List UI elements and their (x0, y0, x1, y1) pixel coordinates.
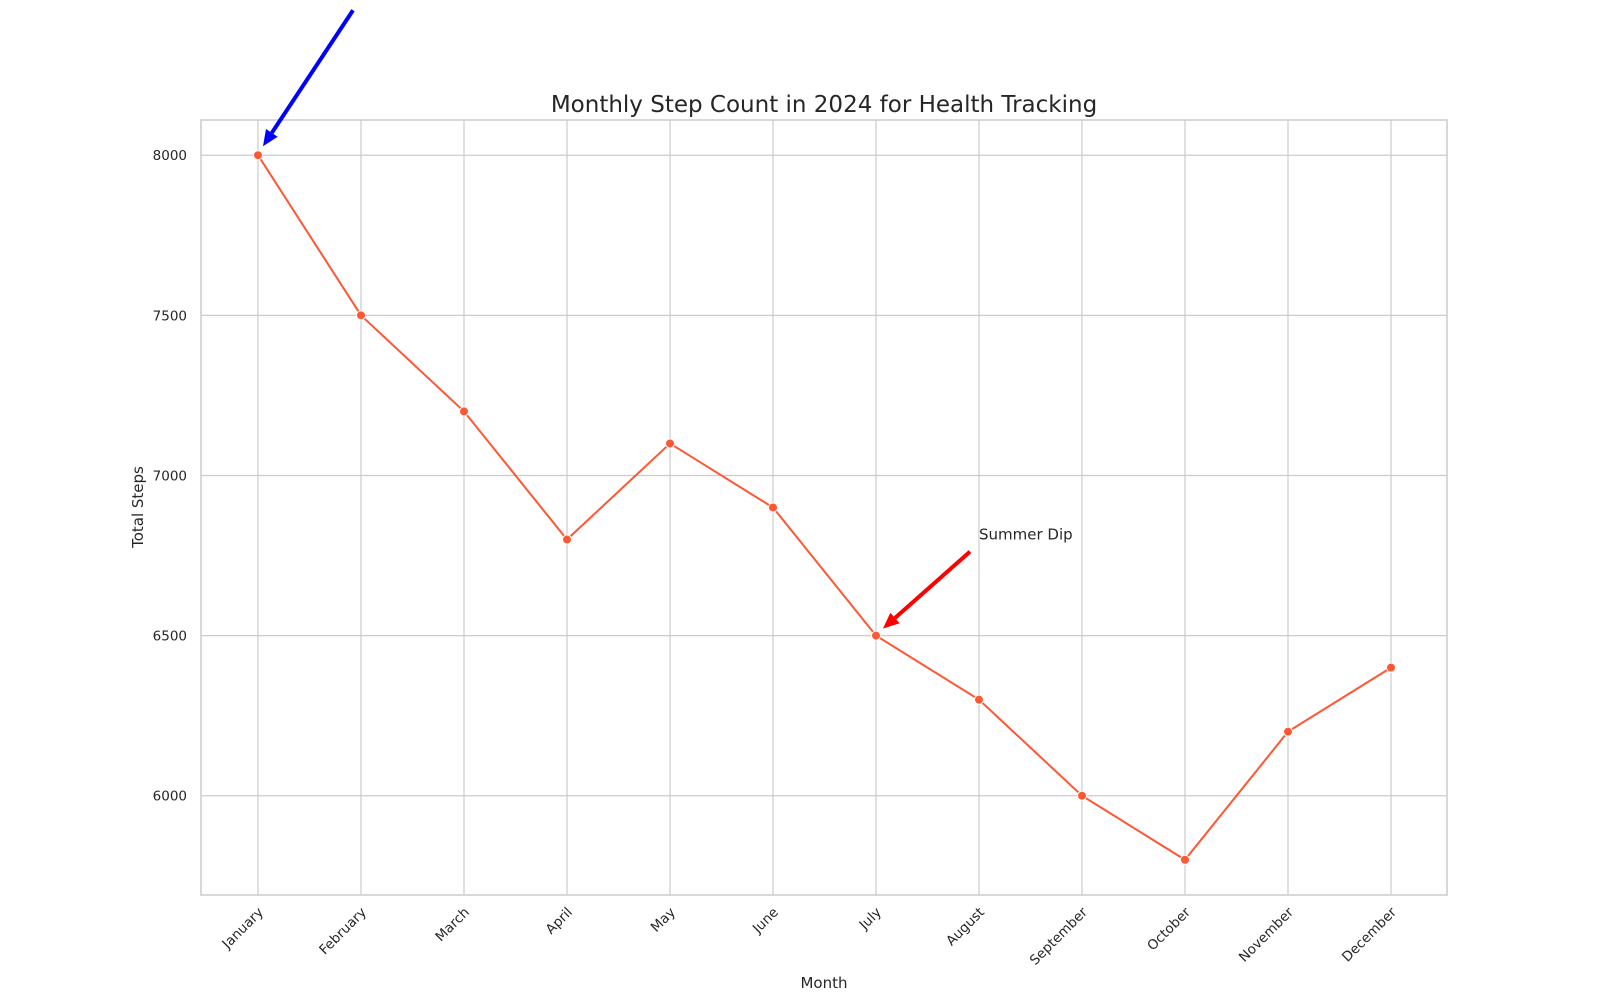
x-tick-label: September (1027, 904, 1091, 968)
x-tick-label: June (749, 905, 782, 938)
january-peak-arrow (263, 9, 355, 147)
data-point (562, 534, 572, 545)
january-peak-arrow-shaft (270, 9, 355, 134)
data-point (974, 694, 984, 705)
data-point (253, 150, 263, 161)
y-tick-label: 8000 (153, 148, 187, 164)
data-point (1283, 726, 1293, 737)
data-point (665, 438, 675, 449)
plot-frame (200, 119, 1448, 896)
data-point (768, 502, 778, 513)
y-tick-labels: 6000 6500 7000 7500 8000 (153, 148, 187, 804)
data-point (1180, 854, 1190, 865)
annotations: Summer Dip (263, 9, 1073, 629)
x-tick-label: January (219, 905, 267, 953)
y-tick-label: 6500 (153, 629, 187, 645)
y-tick-label: 6000 (153, 789, 187, 805)
chart-title: Monthly Step Count in 2024 for Health Tr… (551, 92, 1097, 118)
series-layer (253, 150, 1396, 865)
y-tick-label: 7000 (153, 468, 187, 484)
summer-dip-label: Summer Dip (979, 526, 1073, 544)
series-line (257, 154, 1392, 862)
data-point (1386, 662, 1396, 673)
x-tick-label: July (856, 905, 885, 934)
y-axis-label: Total Steps (129, 466, 147, 549)
x-tick-label: November (1236, 904, 1297, 965)
x-tick-labels: January February March April May June July Augu… (219, 904, 1401, 968)
data-point (459, 406, 469, 417)
x-tick-label: October (1144, 904, 1194, 954)
x-tick-label: February (316, 905, 370, 959)
summer-dip-arrow-head (883, 612, 900, 629)
y-tick-label: 7500 (153, 308, 187, 324)
x-tick-label: December (1339, 904, 1400, 965)
x-tick-label: April (543, 905, 576, 938)
data-point (871, 630, 881, 641)
x-tick-label: May (648, 905, 679, 936)
january-peak-arrow-head (263, 129, 278, 147)
summer-dip-arrow (883, 550, 972, 629)
data-point (1077, 790, 1087, 801)
x-axis-label: Month (800, 974, 847, 992)
grid-lines (201, 120, 1447, 895)
x-tick-label: August (943, 905, 988, 950)
data-point (356, 310, 366, 321)
x-tick-label: March (432, 905, 472, 945)
summer-dip-arrow-shaft (893, 550, 972, 620)
